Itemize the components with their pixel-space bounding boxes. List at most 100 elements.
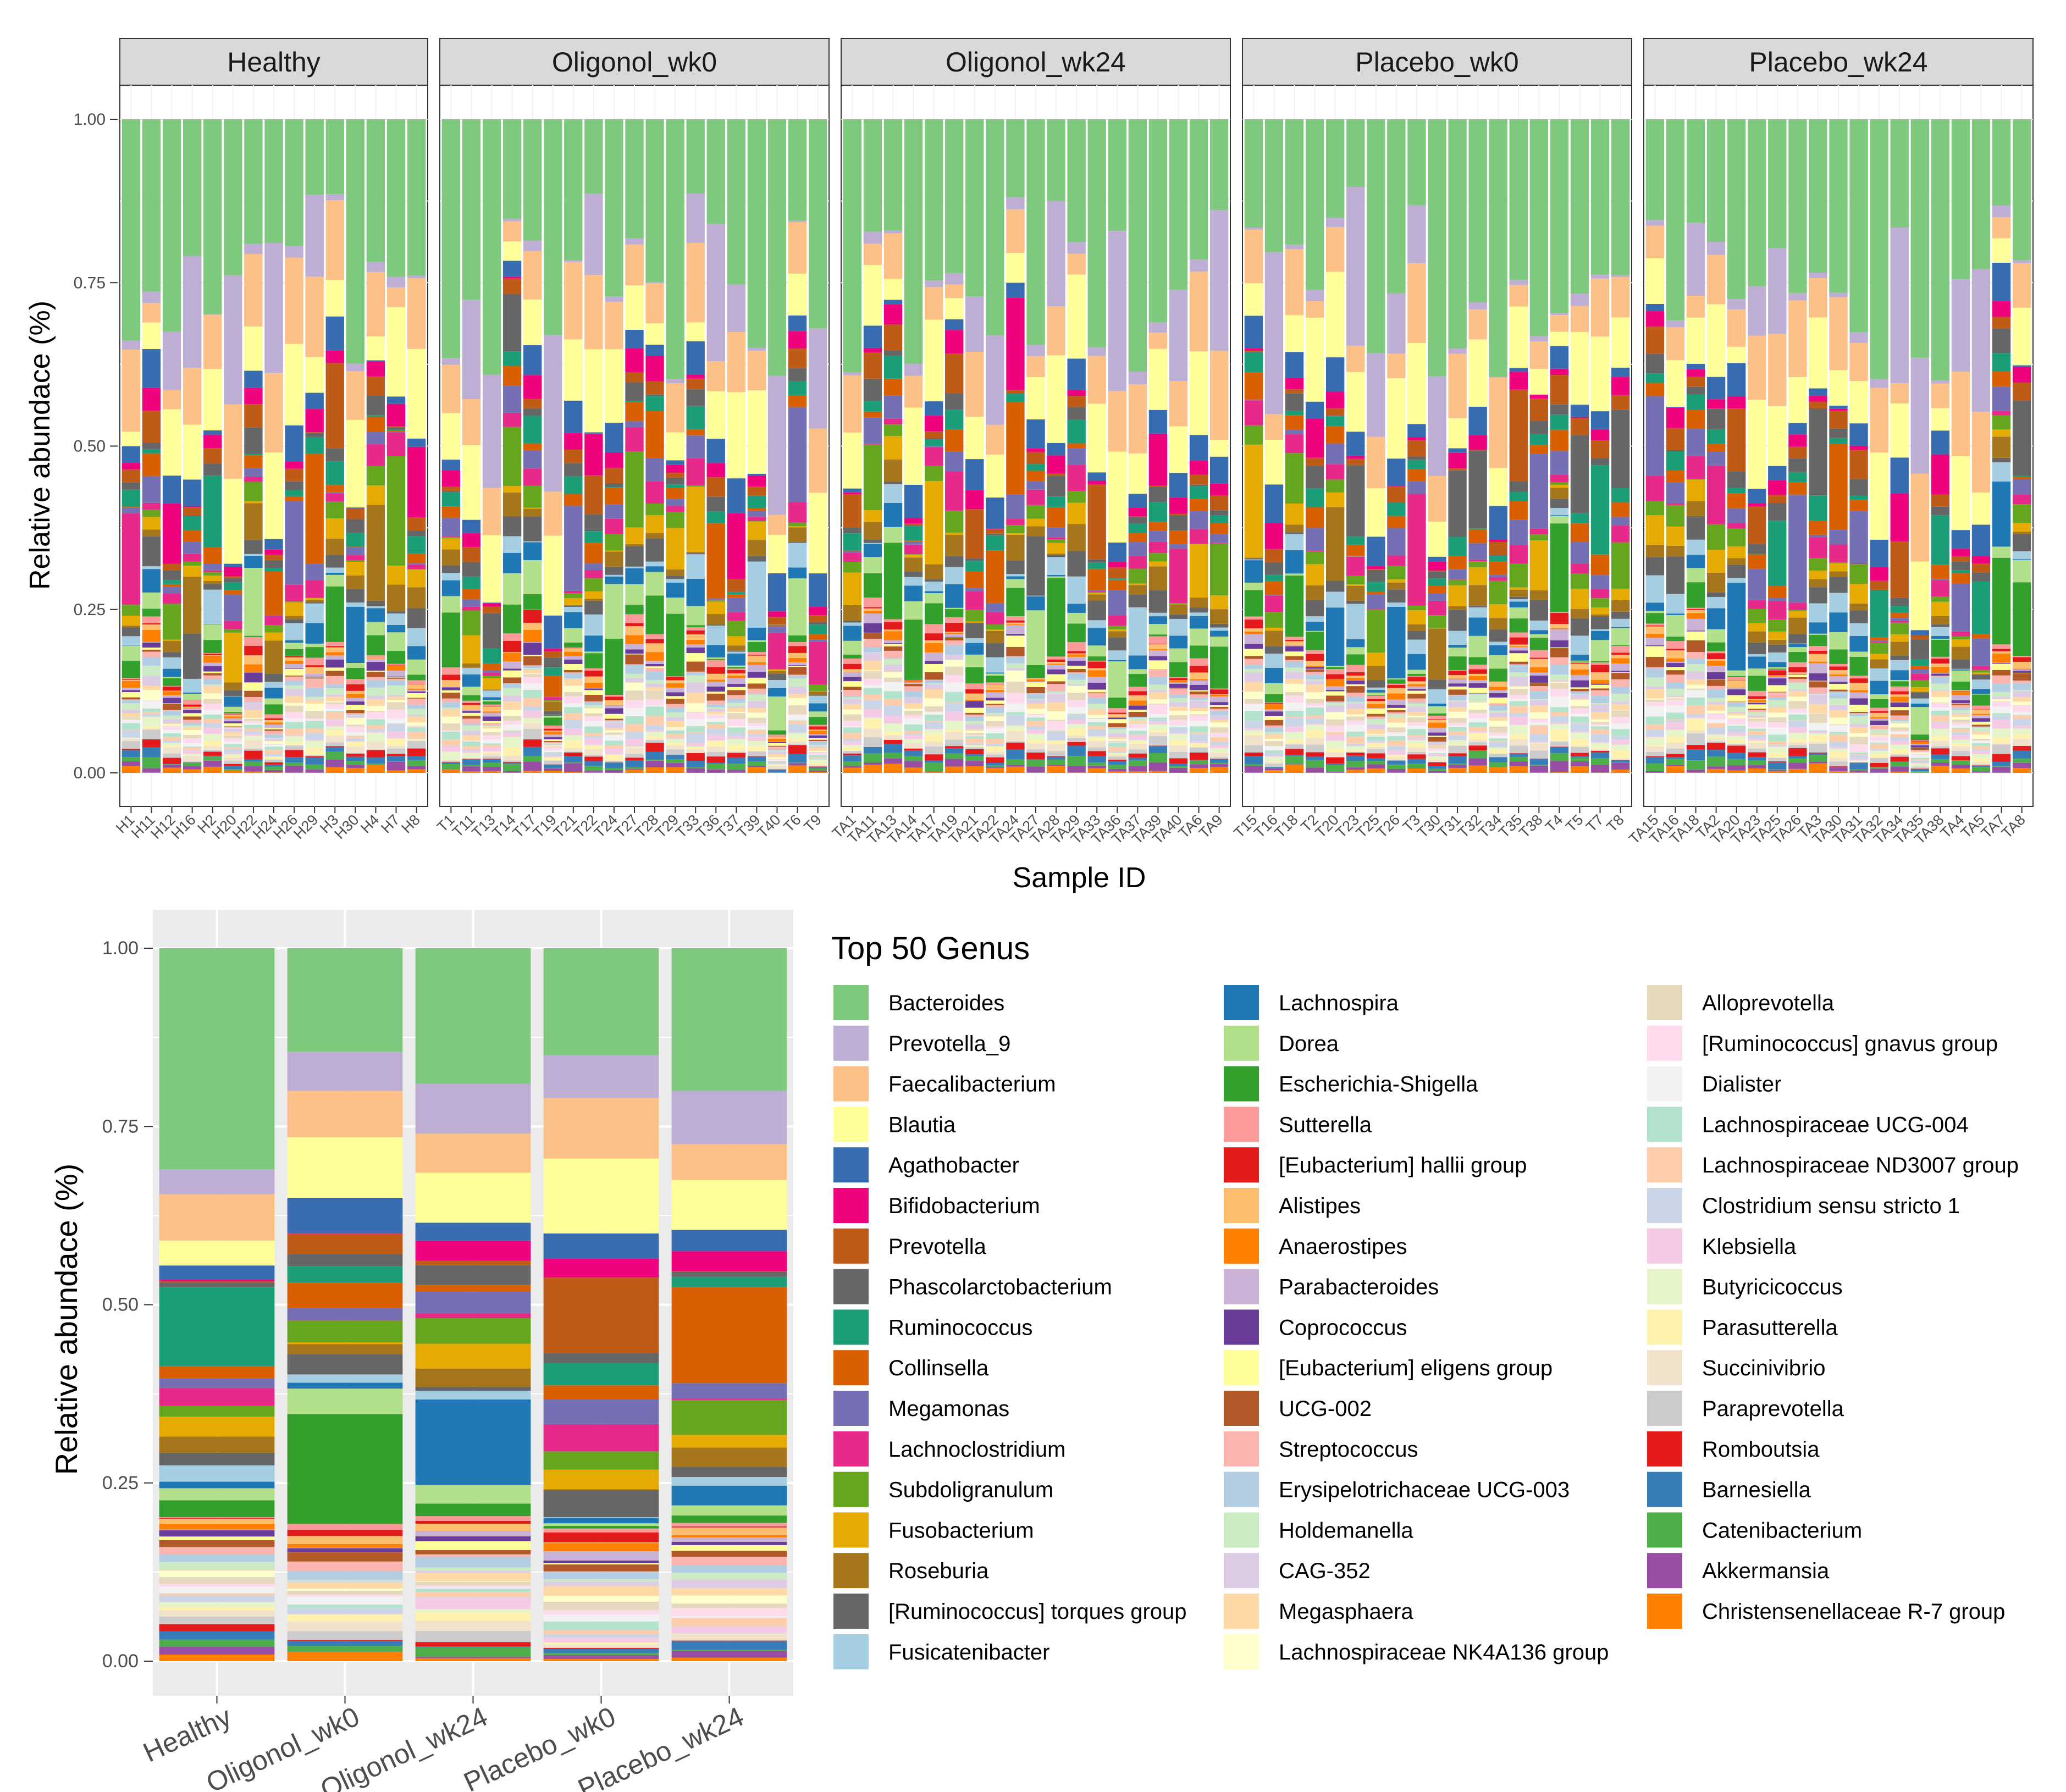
bar-segment	[1727, 689, 1746, 695]
bar-segment	[1890, 612, 1909, 618]
bar-segment	[1468, 450, 1487, 529]
sample-bar	[203, 119, 222, 773]
bar-segment	[264, 764, 283, 767]
bar-segment	[1706, 766, 1726, 769]
bar-segment	[462, 723, 481, 726]
bar-segment	[1468, 669, 1487, 674]
bar-segment	[1590, 629, 1610, 631]
bar-segment	[808, 742, 827, 745]
bar-segment	[346, 718, 365, 725]
bar-segment	[162, 685, 181, 687]
bar-segment	[945, 637, 964, 638]
bar-segment	[767, 760, 787, 761]
bar-segment	[523, 668, 542, 670]
bar-segment	[1829, 663, 1848, 667]
bar-segment	[1448, 579, 1467, 585]
bar-segment	[1570, 660, 1589, 662]
bar-segment	[1727, 680, 1746, 688]
bar-segment	[1509, 618, 1528, 633]
bar-segment	[1666, 327, 1685, 361]
bar-segment	[1829, 717, 1848, 724]
bar-segment	[1686, 652, 1705, 659]
bar-segment	[305, 603, 324, 623]
bar-segment	[441, 612, 461, 668]
bar-segment	[407, 691, 426, 693]
bar-segment	[924, 689, 943, 699]
bar-segment	[1829, 428, 1848, 438]
bar-segment	[1890, 702, 1909, 707]
bar-segment	[1570, 706, 1589, 709]
bar-segment	[645, 683, 664, 688]
bar-segment	[346, 606, 365, 663]
bar-segment	[1686, 610, 1705, 613]
bar-segment	[986, 624, 1004, 630]
bar-segment	[544, 743, 562, 744]
bar-segment	[1047, 306, 1065, 356]
bar-segment	[1910, 666, 1929, 670]
bar-segment	[462, 757, 481, 759]
bar-segment	[945, 640, 964, 645]
bar-segment	[727, 727, 746, 733]
bar-segment	[1748, 740, 1766, 742]
bar-segment	[502, 633, 522, 641]
bar-segment	[1727, 363, 1746, 396]
bar-segment	[1645, 303, 1665, 312]
bar-segment	[883, 300, 903, 305]
bar-segment	[1367, 734, 1385, 735]
bar-segment	[1264, 727, 1284, 732]
bar-segment	[986, 767, 1004, 768]
bar-segment	[1006, 749, 1025, 760]
bar-segment	[564, 400, 583, 433]
bar-segment	[924, 624, 943, 634]
bar-segment	[2012, 705, 2031, 712]
bar-segment	[1346, 746, 1365, 750]
bar-segment	[264, 704, 283, 715]
bar-segment	[1087, 768, 1106, 773]
bar-segment	[544, 697, 562, 700]
bar-segment	[1748, 715, 1766, 717]
bar-segment	[1189, 119, 1208, 260]
bar-segment	[1611, 542, 1630, 589]
bar-segment	[1209, 440, 1229, 457]
bar-segment	[1209, 737, 1229, 742]
bar-segment	[386, 724, 406, 732]
bar-segment	[1992, 696, 2011, 699]
bar-segment	[605, 770, 623, 773]
bar-segment	[1428, 475, 1446, 522]
bar-segment	[1611, 673, 1630, 679]
bar-segment	[1870, 378, 1888, 388]
bar-segment	[986, 533, 1004, 536]
bar-segment	[1951, 703, 1970, 704]
bar-segment	[462, 740, 481, 742]
bar-segment	[1529, 750, 1549, 759]
bar-segment	[666, 119, 684, 379]
bar-segment	[1128, 655, 1147, 670]
bar-segment	[808, 772, 827, 773]
bar-segment	[965, 766, 984, 773]
sample-label: H8	[398, 811, 423, 837]
bar-segment	[264, 741, 283, 744]
bar-segment	[767, 768, 787, 770]
bar-segment	[1590, 554, 1610, 576]
bar-segment	[747, 756, 766, 762]
bar-segment	[1367, 704, 1385, 709]
bar-segment	[1108, 629, 1126, 632]
bar-segment	[904, 585, 923, 601]
bar-segment	[645, 739, 664, 740]
sample-bar	[183, 119, 202, 773]
bar-segment	[1910, 769, 1929, 772]
bar-segment	[1428, 719, 1446, 723]
bar-segment	[1992, 206, 2011, 218]
bar-segment	[986, 612, 1004, 625]
bar-segment	[121, 489, 141, 507]
bar-segment	[1108, 742, 1126, 747]
bar-segment	[1387, 732, 1406, 736]
bar-segment	[142, 712, 161, 714]
bar-segment	[1529, 341, 1549, 369]
bar-segment	[1870, 718, 1888, 721]
bar-segment	[584, 708, 603, 714]
bar-segment	[1169, 426, 1188, 473]
bar-segment	[1305, 507, 1324, 528]
bar-segment	[1910, 630, 1929, 635]
bar-segment	[1489, 697, 1507, 704]
